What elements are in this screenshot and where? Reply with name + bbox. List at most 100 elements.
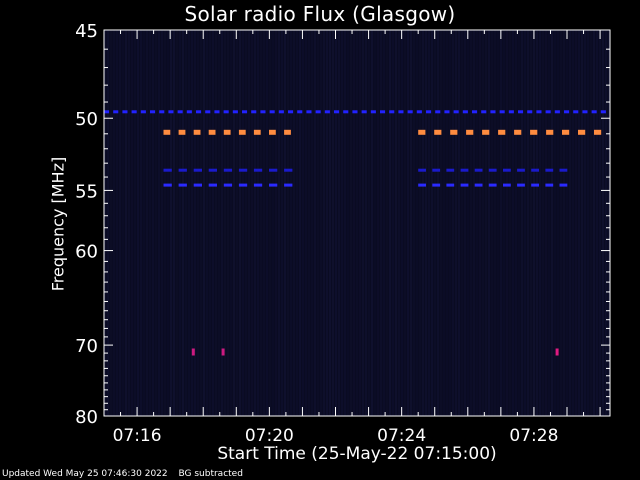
noise-stripe [536, 30, 538, 416]
noise-stripe [311, 30, 313, 416]
noise-stripe [200, 30, 202, 416]
band-segment [460, 168, 469, 172]
band-segment [418, 183, 426, 187]
bg-note: BG subtracted [178, 469, 243, 479]
noise-stripe [581, 30, 583, 416]
band-segment [582, 110, 588, 114]
noise-stripe [527, 30, 529, 416]
noise-stripe [491, 30, 493, 416]
noise-stripe [290, 30, 292, 416]
band-segment [503, 183, 511, 187]
noise-stripe [485, 30, 487, 416]
band-segment [260, 110, 266, 114]
noise-stripe [440, 30, 442, 416]
band-segment [208, 183, 217, 187]
noise-stripe [449, 30, 451, 416]
band-segment [208, 168, 217, 172]
noise-stripe [257, 30, 259, 416]
noise-stripe [134, 30, 136, 416]
noise-stripe [329, 30, 331, 416]
band-segment [426, 110, 432, 114]
noise-stripe [428, 30, 430, 416]
y-tick-label: 60 [75, 242, 98, 263]
y-tick-label: 55 [75, 181, 98, 202]
band-segment [251, 110, 257, 114]
noise-stripe [524, 30, 526, 416]
noise-stripe [296, 30, 298, 416]
noise-stripe [206, 30, 208, 416]
noise-stripe [272, 30, 274, 416]
x-tick-label: 07:16 [113, 426, 162, 446]
band-segment [435, 110, 441, 114]
band-segment [284, 183, 293, 187]
noise-stripe [431, 30, 433, 416]
noise-stripe [590, 30, 592, 416]
noise-stripe [275, 30, 277, 416]
band-segment [208, 129, 216, 135]
band-segment [518, 110, 524, 114]
band-segment [352, 110, 358, 114]
noise-stripe [209, 30, 211, 416]
band-segment [398, 110, 404, 114]
band-segment [159, 110, 165, 114]
band-segment [214, 110, 220, 114]
noise-stripe [353, 30, 355, 416]
noise-stripe [263, 30, 265, 416]
noise-stripe [293, 30, 295, 416]
noise-stripe [395, 30, 397, 416]
noise-stripe [548, 30, 550, 416]
noise-stripe [197, 30, 199, 416]
noise-stripe [164, 30, 166, 416]
noise-stripe [269, 30, 271, 416]
noise-stripe [119, 30, 121, 416]
noise-stripe [413, 30, 415, 416]
burst-spot [191, 348, 195, 356]
band-segment [113, 110, 119, 114]
noise-stripe [155, 30, 157, 416]
noise-stripe [266, 30, 268, 416]
band-segment [503, 168, 511, 172]
x-tick-label: 07:20 [245, 426, 294, 446]
band-segment [178, 129, 186, 135]
noise-stripe [497, 30, 499, 416]
noise-stripe [356, 30, 358, 416]
band-segment [545, 168, 554, 172]
noise-stripe [185, 30, 187, 416]
y-tick-label: 70 [75, 336, 98, 357]
noise-stripe [578, 30, 580, 416]
band-segment [278, 110, 284, 114]
noise-stripe [410, 30, 412, 416]
noise-stripe [110, 30, 112, 416]
band-segment [131, 110, 137, 114]
noise-stripe [128, 30, 130, 416]
band-segment [122, 110, 128, 114]
noise-stripe [386, 30, 388, 416]
band-segment [462, 110, 468, 114]
band-segment [434, 129, 442, 135]
band-segment [242, 110, 248, 114]
band-segment [517, 183, 525, 187]
noise-stripe [143, 30, 145, 416]
band-segment [432, 168, 441, 172]
noise-stripe [434, 30, 436, 416]
noise-stripe [416, 30, 418, 416]
band-segment [223, 168, 233, 172]
noise-stripe [113, 30, 115, 416]
band-segment [193, 129, 201, 135]
band-segment [306, 110, 312, 114]
noise-stripe [479, 30, 481, 416]
band-segment [460, 183, 469, 187]
noise-stripe [248, 30, 250, 416]
band-segment [269, 110, 275, 114]
noise-stripe [389, 30, 391, 416]
band-segment [559, 168, 568, 172]
noise-stripe [422, 30, 424, 416]
noise-stripe [515, 30, 517, 416]
noise-stripe [539, 30, 541, 416]
background-noise [104, 30, 610, 416]
band-segment [186, 110, 192, 114]
noise-stripe [116, 30, 118, 416]
noise-stripe [173, 30, 175, 416]
band-segment [163, 129, 171, 135]
noise-stripe [596, 30, 598, 416]
